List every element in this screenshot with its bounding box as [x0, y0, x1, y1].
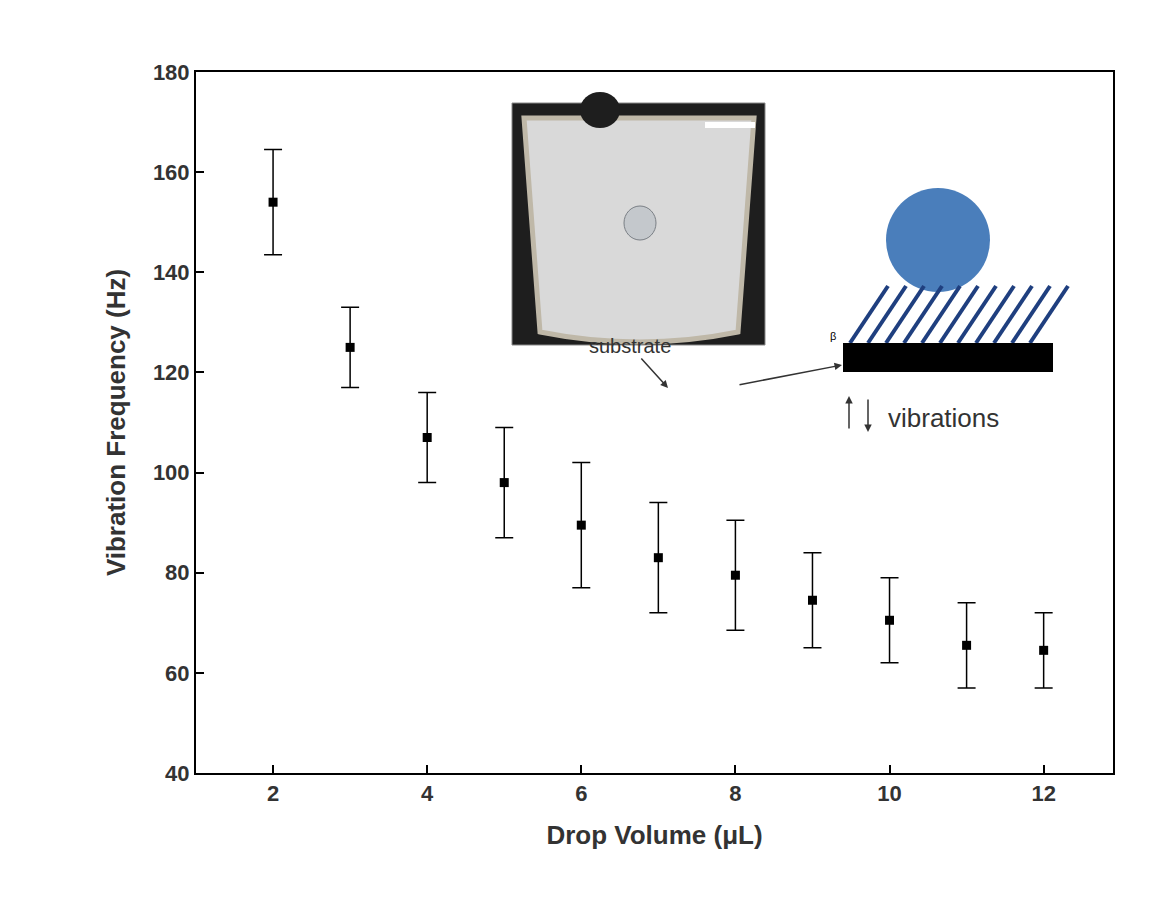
svg-text:12: 12 — [1031, 781, 1055, 806]
svg-text:substrate: substrate — [589, 335, 671, 357]
svg-text:β: β — [830, 330, 836, 342]
svg-text:180: 180 — [153, 60, 190, 85]
svg-text:80: 80 — [165, 560, 189, 585]
svg-text:120: 120 — [153, 360, 190, 385]
svg-text:Drop Volume (μL): Drop Volume (μL) — [546, 820, 762, 850]
svg-text:6: 6 — [575, 781, 587, 806]
svg-text:vibrations: vibrations — [888, 403, 999, 433]
svg-text:160: 160 — [153, 160, 190, 185]
svg-text:4: 4 — [421, 781, 434, 806]
svg-text:100: 100 — [153, 460, 190, 485]
svg-text:60: 60 — [165, 661, 189, 686]
svg-text:40: 40 — [165, 761, 189, 786]
svg-text:10: 10 — [877, 781, 901, 806]
svg-text:8: 8 — [729, 781, 741, 806]
svg-text:Vibration Frequency (Hz): Vibration Frequency (Hz) — [101, 269, 131, 576]
svg-text:140: 140 — [153, 260, 190, 285]
svg-text:2: 2 — [267, 781, 279, 806]
